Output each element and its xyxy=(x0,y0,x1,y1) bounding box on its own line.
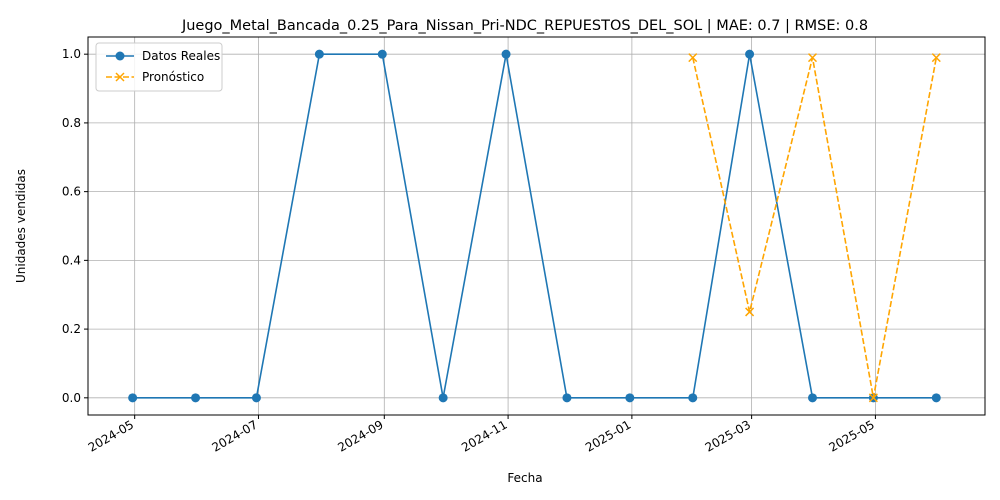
x-tick-label: 2024-05 xyxy=(86,417,136,454)
data-point xyxy=(807,53,818,63)
data-point xyxy=(314,49,324,59)
data-point xyxy=(377,49,387,59)
data-point xyxy=(931,53,941,63)
grid xyxy=(88,37,985,415)
series-pronostico xyxy=(688,53,941,403)
data-point xyxy=(191,393,201,403)
data-point xyxy=(868,393,878,403)
legend-marker xyxy=(115,51,125,61)
data-point xyxy=(745,307,755,317)
data-point xyxy=(501,49,511,59)
data-point xyxy=(251,393,261,403)
legend-marker xyxy=(115,72,125,82)
y-tick-label: 0.6 xyxy=(62,185,81,199)
data-point xyxy=(562,393,572,403)
y-tick-label: 0.4 xyxy=(62,253,81,267)
x-tick-label: 2025-01 xyxy=(583,417,633,454)
data-point xyxy=(808,393,817,403)
data-point xyxy=(438,393,448,403)
data-point xyxy=(128,393,138,403)
y-tick-label: 0.2 xyxy=(62,322,81,336)
y-tick-label: 0.0 xyxy=(62,391,81,405)
series-datos-reales xyxy=(128,49,941,403)
legend-label: Datos Reales xyxy=(142,49,220,63)
data-point xyxy=(931,393,941,403)
x-axis-title: Fecha xyxy=(507,471,542,485)
data-point xyxy=(745,49,755,59)
legend-box xyxy=(95,42,223,92)
y-tick-label: 0.8 xyxy=(62,116,81,130)
chart-title: Juego_Metal_Bancada_0.25_Para_Nissan_Pri… xyxy=(181,18,868,34)
legend-items: Datos Reales Pronóstico xyxy=(106,49,220,84)
data-point xyxy=(688,53,698,63)
x-tick-label: 2024-09 xyxy=(335,417,385,454)
x-tick-label: 2024-11 xyxy=(459,417,509,454)
legend-label: Pronóstico xyxy=(142,70,204,84)
series-line xyxy=(132,53,937,399)
legend: Datos Reales Pronóstico xyxy=(95,42,223,92)
series-line xyxy=(692,57,938,398)
series-layer xyxy=(128,49,941,403)
data-point xyxy=(688,393,698,403)
x-axis-ticks: 2024-05 2024-07 2024-09 2024-11 2025-01 2025-… xyxy=(86,415,877,455)
plot-frame xyxy=(87,36,986,416)
legend-item: Pronóstico xyxy=(106,70,204,84)
x-tick-label: 2025-05 xyxy=(826,417,876,454)
y-tick-label: 1.0 xyxy=(62,47,81,61)
y-axis-title: Unidades vendidas xyxy=(14,169,28,283)
data-point xyxy=(625,393,635,403)
x-tick-label: 2024-07 xyxy=(210,417,260,454)
y-axis-ticks: 0.0 0.2 0.4 0.6 0.8 1.0 xyxy=(62,47,88,405)
legend-item: Datos Reales xyxy=(106,49,220,63)
x-tick-label: 2025-03 xyxy=(703,417,753,454)
